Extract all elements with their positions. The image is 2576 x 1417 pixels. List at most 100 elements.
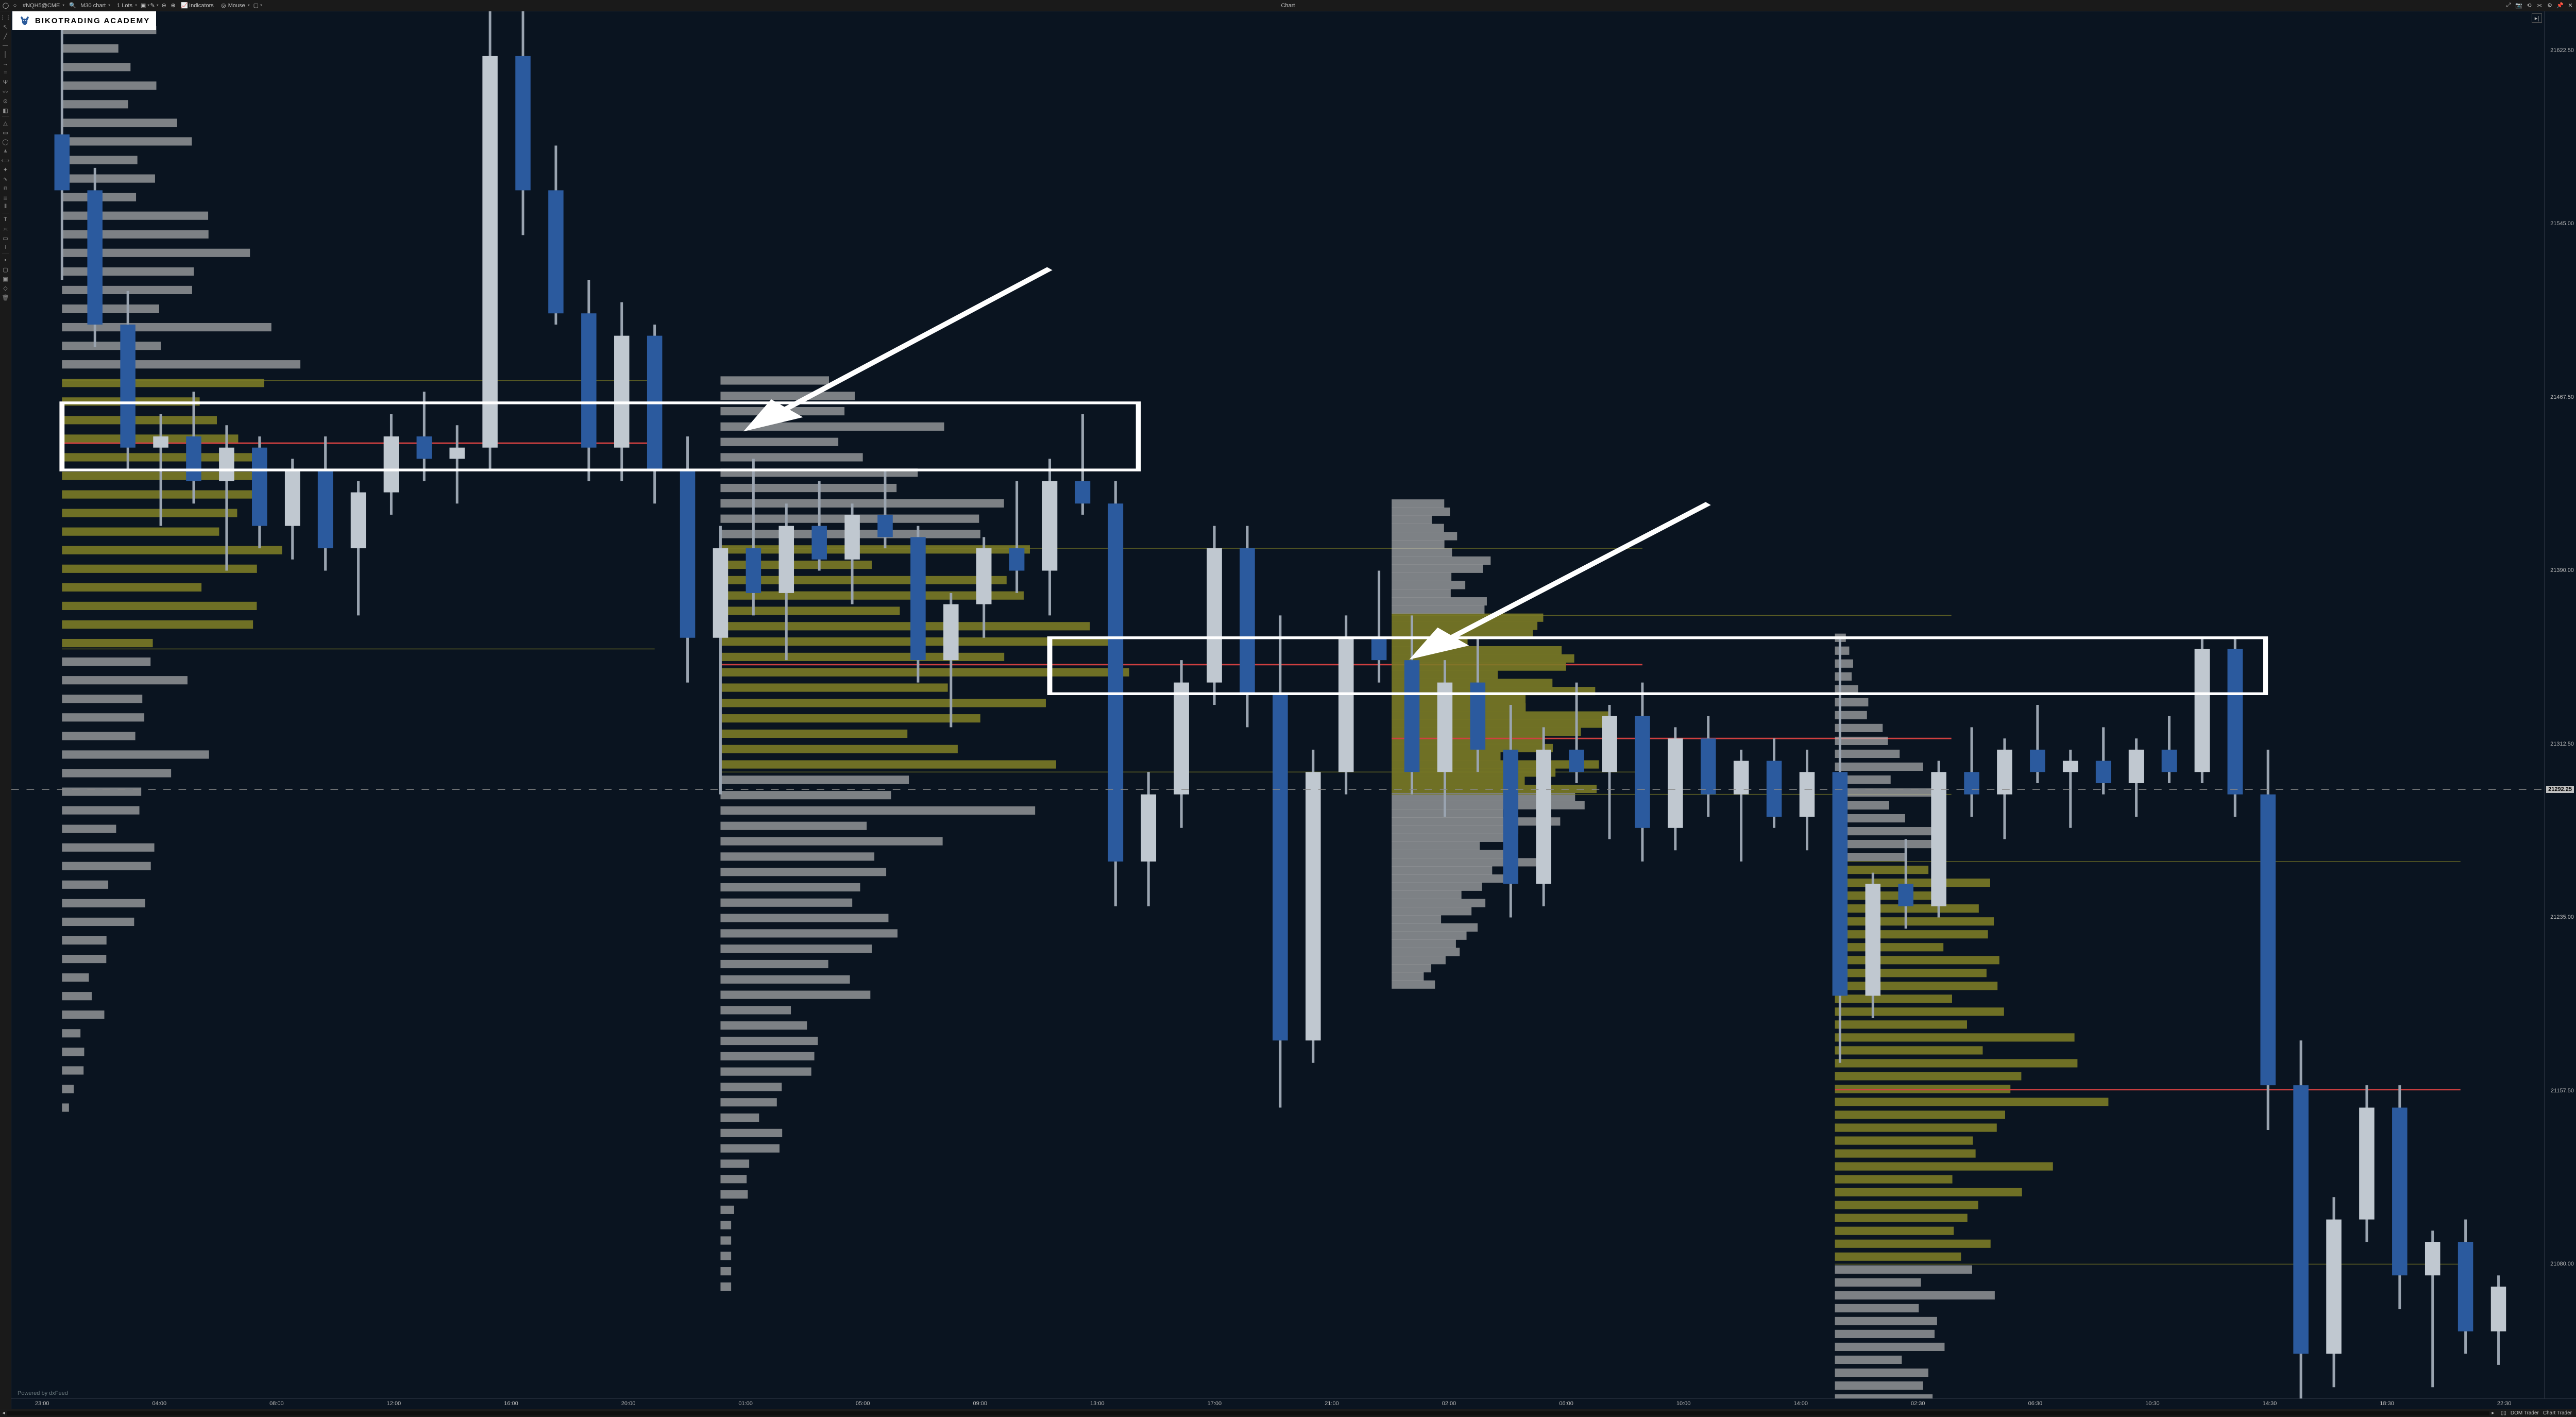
chart-canvas[interactable]: BIKOTRADING ACADEMY ▸| Powered by dxFeed: [11, 11, 2544, 1398]
pattern-icon[interactable]: ⩎: [1, 184, 10, 192]
rect2-icon[interactable]: ▭: [1, 234, 10, 242]
diamond-icon[interactable]: ◇: [1, 284, 10, 292]
collapse-icon[interactable]: ⤢: [2505, 2, 2512, 9]
panels-icon[interactable]: ▯▯: [2501, 1410, 2506, 1416]
x-axis-label: 09:00: [973, 1401, 987, 1407]
jump-to-latest-button[interactable]: ▸|: [2532, 13, 2542, 23]
x-axis-label: 14:30: [2263, 1401, 2277, 1407]
x-axis-label: 14:00: [1793, 1401, 1808, 1407]
current-price-label: 21292.25: [2546, 786, 2574, 793]
polyline-icon[interactable]: ⩚: [1, 147, 10, 155]
window-icon[interactable]: ▢: [255, 2, 262, 9]
x-axis-label: 16:00: [504, 1401, 518, 1407]
measure-icon[interactable]: ⟺: [1, 156, 10, 164]
status-bar: ◂ ▸ ▯▯ DOM Trader Chart Trader: [0, 1409, 2576, 1417]
vline-icon[interactable]: │: [1, 50, 10, 59]
square-icon[interactable]: ▢: [1, 265, 10, 274]
y-axis-label: 21390.00: [2550, 567, 2574, 573]
refresh-icon[interactable]: ⟲: [2526, 2, 2533, 9]
chart-trader-button[interactable]: Chart Trader: [2543, 1410, 2572, 1416]
y-axis-label: 21157.50: [2551, 1088, 2574, 1094]
x-axis-label: 17:00: [1208, 1401, 1222, 1407]
trash-icon[interactable]: 🗑: [1, 293, 10, 301]
x-axis-label: 18:30: [2380, 1401, 2394, 1407]
gann-icon[interactable]: ✦: [1, 165, 10, 174]
x-axis-label: 05:00: [856, 1401, 870, 1407]
indicators-icon: 📈: [181, 2, 188, 9]
watermark: Powered by dxFeed: [18, 1390, 68, 1396]
dom-trader-button[interactable]: DOM Trader: [2511, 1410, 2539, 1416]
scroll-right-icon[interactable]: ▸: [2489, 1410, 2497, 1416]
x-axis-label: 22:30: [2497, 1401, 2512, 1407]
layers-icon[interactable]: ▣: [142, 2, 149, 9]
record-icon[interactable]: ○: [11, 2, 19, 9]
x-axis-label: 20:00: [621, 1401, 636, 1407]
x-axis-label: 10:00: [1676, 1401, 1691, 1407]
text-icon[interactable]: T: [1, 215, 10, 224]
scroll-left-icon[interactable]: ◂: [0, 1410, 7, 1416]
box-icon[interactable]: ▣: [1, 275, 10, 283]
y-axis-label: 21622.50: [2550, 47, 2574, 54]
camera-icon[interactable]: 📷: [2515, 2, 2522, 9]
x-axis-label: 12:00: [387, 1401, 401, 1407]
triangle-icon[interactable]: △: [1, 119, 10, 127]
window-title: Chart: [1281, 3, 1295, 9]
x-axis-label: 13:00: [1090, 1401, 1105, 1407]
x-axis-label: 06:00: [1559, 1401, 1573, 1407]
link-icon[interactable]: ⫘: [2536, 2, 2543, 9]
indicators-button[interactable]: 📈Indicators: [179, 2, 216, 9]
hline-icon[interactable]: ―: [1, 41, 10, 49]
brush-icon[interactable]: 〰: [1, 88, 10, 96]
y-axis-label: 21235.00: [2550, 914, 2574, 920]
brand-logo: BIKOTRADING ACADEMY: [12, 11, 156, 30]
zoom-out-icon[interactable]: ⊖: [160, 2, 167, 9]
x-axis-label: 08:00: [269, 1401, 284, 1407]
bull-icon: [19, 14, 31, 27]
cursor-mode-selector[interactable]: ◎Mouse: [218, 2, 252, 9]
app-logo-icon[interactable]: ◯: [2, 2, 9, 9]
symbol-selector[interactable]: #NQH5@CME: [21, 3, 67, 9]
rect-icon[interactable]: ▭: [1, 128, 10, 137]
link2-icon[interactable]: ⫘: [1, 225, 10, 233]
dot-icon[interactable]: •: [1, 256, 10, 264]
vol-icon[interactable]: ≣: [1, 193, 10, 201]
x-axis-label: 02:00: [1442, 1401, 1456, 1407]
grip-icon[interactable]: ⋮⋮: [1, 13, 10, 22]
y-axis-label: 21545.00: [2550, 221, 2574, 227]
x-axis-label: 01:00: [738, 1401, 753, 1407]
zoom-in-icon[interactable]: ⊕: [170, 2, 177, 9]
x-axis-label: 21:00: [1325, 1401, 1339, 1407]
fib-icon[interactable]: ≡: [1, 69, 10, 77]
target-icon: ◎: [220, 2, 227, 9]
top-toolbar: ◯ ○ #NQH5@CME 🔍 M30 chart 1 Lots ▣ ✎ ⊖ ⊕…: [0, 0, 2576, 11]
pitchfork-icon[interactable]: Ψ: [1, 78, 10, 87]
x-axis-label: 23:00: [35, 1401, 49, 1407]
trendline-icon[interactable]: ╱: [1, 32, 10, 40]
search-icon[interactable]: 🔍: [69, 2, 76, 9]
x-axis-label: 06:30: [2028, 1401, 2043, 1407]
timeframe-selector[interactable]: M30 chart: [78, 3, 113, 9]
x-axis-label: 04:00: [152, 1401, 167, 1407]
ruler-icon[interactable]: ⟊: [1, 243, 10, 251]
x-axis-label: 02:30: [1911, 1401, 1925, 1407]
eraser-icon[interactable]: ◧: [1, 106, 10, 114]
bars-icon[interactable]: ⫴: [1, 203, 10, 211]
y-axis-label: 21467.50: [2550, 394, 2574, 400]
cursor-icon[interactable]: ↖: [1, 23, 10, 31]
pencil-icon[interactable]: ✎: [151, 2, 158, 9]
magnet-icon[interactable]: ⊙: [1, 97, 10, 105]
x-axis-label: 10:30: [2145, 1401, 2160, 1407]
pin-icon[interactable]: 📌: [2556, 2, 2564, 9]
lots-selector[interactable]: 1 Lots: [115, 3, 140, 9]
left-toolstrip: ⋮⋮ ↖ ╱ ― │ → ≡ Ψ 〰 ⊙ ◧ △ ▭ ◯ ⩚ ⟺ ✦ ∿ ⩎ ≣…: [0, 11, 11, 1409]
close-icon[interactable]: ✕: [2567, 2, 2574, 9]
arrow-icon[interactable]: →: [1, 60, 10, 68]
y-axis[interactable]: 21622.50 21545.00 21467.50 21390.00 21312.50…: [2544, 11, 2576, 1398]
y-axis-label: 21312.50: [2550, 741, 2574, 747]
y-axis-label: 21080.00: [2550, 1261, 2574, 1267]
settings-icon[interactable]: ⚙: [2546, 2, 2553, 9]
ellipse-icon[interactable]: ◯: [1, 138, 10, 146]
x-axis[interactable]: 23:00 04:00 08:00 12:00 16:00 20:00 01:00 05:00…: [11, 1398, 2576, 1409]
wave-icon[interactable]: ∿: [1, 175, 10, 183]
scrollbar[interactable]: [7, 1411, 2489, 1415]
